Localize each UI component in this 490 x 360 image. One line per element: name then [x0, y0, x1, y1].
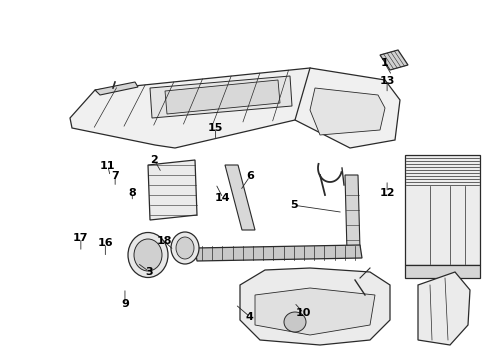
Ellipse shape	[176, 237, 194, 259]
Text: 18: 18	[156, 236, 172, 246]
Polygon shape	[405, 265, 480, 278]
Text: 11: 11	[100, 161, 116, 171]
Polygon shape	[240, 268, 390, 345]
Polygon shape	[165, 80, 280, 114]
Text: 13: 13	[379, 76, 395, 86]
Polygon shape	[405, 155, 480, 265]
Text: 8: 8	[128, 188, 136, 198]
Text: 16: 16	[98, 238, 113, 248]
Polygon shape	[345, 175, 360, 252]
Polygon shape	[255, 288, 375, 335]
Ellipse shape	[171, 232, 199, 264]
Ellipse shape	[128, 233, 168, 278]
Text: 5: 5	[290, 200, 298, 210]
Text: 3: 3	[146, 267, 153, 277]
Ellipse shape	[134, 239, 162, 271]
Polygon shape	[295, 68, 400, 148]
Polygon shape	[310, 88, 385, 135]
Polygon shape	[95, 82, 138, 95]
Polygon shape	[195, 245, 362, 261]
Polygon shape	[70, 68, 340, 148]
Text: 10: 10	[296, 308, 312, 318]
Text: 12: 12	[379, 188, 395, 198]
Polygon shape	[418, 272, 470, 345]
Text: 2: 2	[150, 155, 158, 165]
Text: 6: 6	[246, 171, 254, 181]
Polygon shape	[225, 165, 255, 230]
Polygon shape	[148, 160, 197, 220]
Text: 4: 4	[246, 312, 254, 322]
Text: 9: 9	[121, 299, 129, 309]
Text: 14: 14	[215, 193, 231, 203]
Polygon shape	[380, 50, 408, 70]
Text: 1: 1	[381, 58, 389, 68]
Ellipse shape	[284, 312, 306, 332]
Text: 15: 15	[208, 123, 223, 133]
Text: 17: 17	[73, 233, 89, 243]
Polygon shape	[150, 76, 292, 118]
Text: 7: 7	[111, 171, 119, 181]
